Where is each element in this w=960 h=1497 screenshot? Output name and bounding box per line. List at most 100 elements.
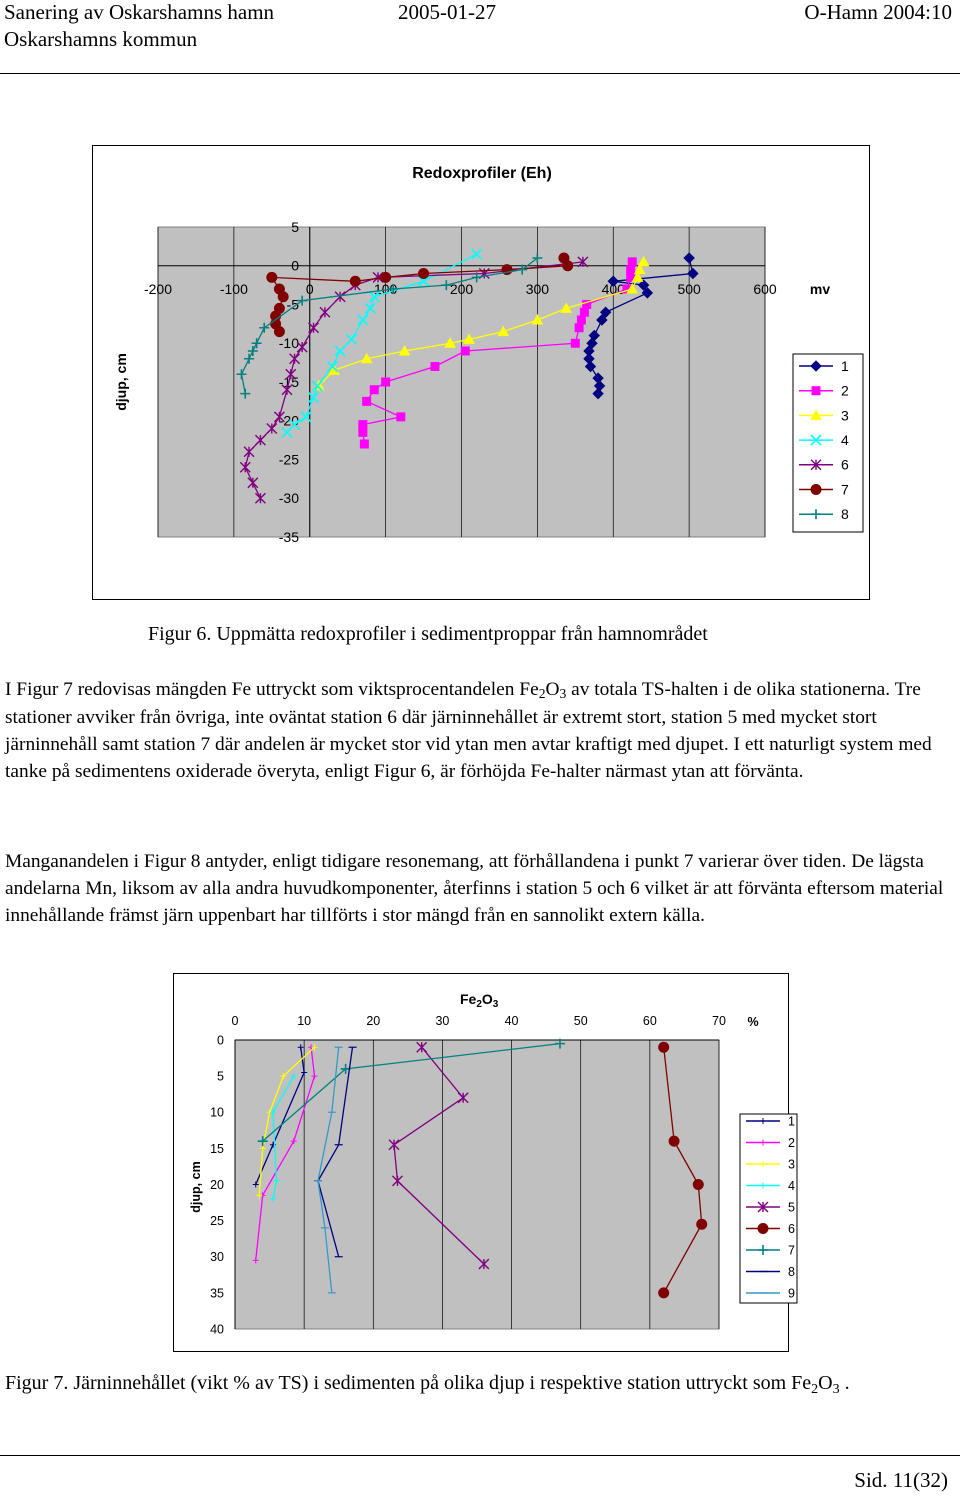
legend-box bbox=[792, 353, 864, 533]
data-point bbox=[497, 325, 510, 337]
x-tick-label: 100 bbox=[374, 281, 398, 297]
data-point bbox=[570, 338, 580, 348]
y-tick-label: -25 bbox=[279, 451, 299, 467]
legend-item-8: 8 bbox=[746, 1265, 795, 1279]
series-line-1 bbox=[255, 1047, 305, 1185]
chart-title: Fe2O3 bbox=[460, 991, 499, 1010]
x-axis-label: % bbox=[747, 1015, 758, 1029]
data-point bbox=[658, 1041, 670, 1053]
data-point bbox=[391, 1175, 403, 1187]
data-point bbox=[307, 391, 320, 404]
header-title: Sanering av Oskarshamns hamn bbox=[4, 0, 275, 24]
data-point bbox=[239, 461, 251, 473]
paragraph1-part1: I Figur 7 redovisas mängden Fe uttryckt … bbox=[5, 679, 539, 700]
legend-item-4: 4 bbox=[799, 432, 849, 448]
data-point bbox=[641, 287, 654, 299]
legend-label: 4 bbox=[841, 432, 849, 448]
data-point bbox=[270, 1109, 277, 1116]
y-tick-label: 30 bbox=[210, 1250, 224, 1264]
x-tick-label: 20 bbox=[366, 1014, 380, 1028]
x-tick-label: 60 bbox=[643, 1014, 657, 1028]
data-point bbox=[396, 412, 406, 422]
y-axis-label: djup, cm bbox=[189, 1161, 203, 1212]
data-point bbox=[308, 322, 320, 334]
data-point bbox=[579, 307, 589, 317]
x-tick-label: 500 bbox=[677, 281, 701, 297]
data-point bbox=[398, 344, 411, 356]
data-point bbox=[257, 1136, 268, 1147]
data-point bbox=[668, 1135, 680, 1147]
figure7-caption: Figur 7. Järninnehållet (vikt % av TS) i… bbox=[5, 1370, 955, 1399]
legend-marker bbox=[810, 409, 822, 420]
series-2 bbox=[252, 1044, 318, 1264]
data-point bbox=[360, 352, 373, 364]
plot-area bbox=[234, 1039, 720, 1330]
data-point bbox=[259, 1145, 266, 1152]
x-tick-label: 200 bbox=[450, 281, 474, 297]
legend-item-7: 7 bbox=[799, 481, 849, 497]
y-tick-label: 0 bbox=[217, 1033, 224, 1047]
x-tick-label: -100 bbox=[220, 281, 248, 297]
data-point bbox=[281, 384, 293, 396]
y-axis-label: djup, cm bbox=[113, 353, 129, 411]
data-point bbox=[273, 411, 285, 423]
data-point bbox=[359, 439, 369, 449]
x-tick-label: -200 bbox=[144, 281, 172, 297]
data-point bbox=[270, 1195, 277, 1202]
y-tick-label: -5 bbox=[287, 296, 300, 312]
data-point bbox=[380, 271, 392, 283]
y-tick-label: 5 bbox=[217, 1070, 224, 1084]
data-point bbox=[584, 360, 597, 373]
data-point bbox=[531, 313, 544, 325]
x-tick-label: 50 bbox=[574, 1014, 588, 1028]
data-point bbox=[326, 360, 339, 373]
data-point bbox=[460, 346, 470, 356]
data-point bbox=[381, 377, 391, 387]
paragraph1-sub1: 2 bbox=[538, 686, 546, 702]
data-point bbox=[358, 427, 368, 437]
figure7-caption-part3: . bbox=[839, 1372, 850, 1394]
y-tick-label: 20 bbox=[210, 1178, 224, 1192]
legend-marker bbox=[810, 434, 822, 446]
x-axis-label: mv bbox=[810, 281, 830, 297]
data-point bbox=[471, 272, 482, 283]
data-point bbox=[596, 314, 608, 326]
x-tick-label: 70 bbox=[712, 1014, 726, 1028]
data-point bbox=[586, 337, 598, 349]
data-point bbox=[562, 260, 574, 272]
legend-label: 9 bbox=[788, 1286, 795, 1300]
data-point bbox=[517, 264, 528, 275]
data-point bbox=[252, 1181, 259, 1188]
x-tick-label: 300 bbox=[526, 281, 550, 297]
legend-marker bbox=[811, 509, 821, 520]
data-point bbox=[254, 492, 266, 504]
data-point bbox=[277, 291, 289, 303]
x-tick-label: 30 bbox=[435, 1014, 449, 1028]
data-point bbox=[362, 396, 372, 406]
data-point bbox=[388, 1139, 400, 1151]
data-point bbox=[334, 345, 346, 357]
x-tick-label: 40 bbox=[505, 1014, 519, 1028]
data-point bbox=[388, 284, 399, 294]
header-document-id: O-Hamn 2004:10 bbox=[804, 0, 952, 24]
data-point bbox=[296, 341, 308, 353]
header-date: 2005-01-27 bbox=[398, 0, 496, 24]
data-point bbox=[368, 291, 380, 303]
legend-marker bbox=[810, 459, 822, 471]
y-tick-label: 0 bbox=[291, 258, 299, 274]
legend-label: 6 bbox=[841, 457, 849, 473]
figure6-chart: -200 -100 0 100 200 300 400 500 600 5 0 -5 -10 -15 -20… bbox=[92, 145, 870, 600]
data-point bbox=[266, 423, 278, 434]
data-point bbox=[463, 333, 475, 344]
data-point bbox=[252, 1257, 259, 1264]
series-5 bbox=[388, 1041, 490, 1270]
legend-item-2: 2 bbox=[746, 1136, 795, 1150]
data-point bbox=[345, 333, 358, 345]
y-tick-label: -30 bbox=[279, 490, 299, 506]
data-point bbox=[240, 388, 251, 399]
data-point bbox=[532, 253, 543, 263]
figure7-caption-part1: Figur 7. Järninnehållet (vikt % av TS) i… bbox=[5, 1372, 812, 1394]
data-point bbox=[259, 322, 270, 333]
data-point bbox=[297, 295, 308, 306]
series-line-4 bbox=[272, 1075, 295, 1200]
